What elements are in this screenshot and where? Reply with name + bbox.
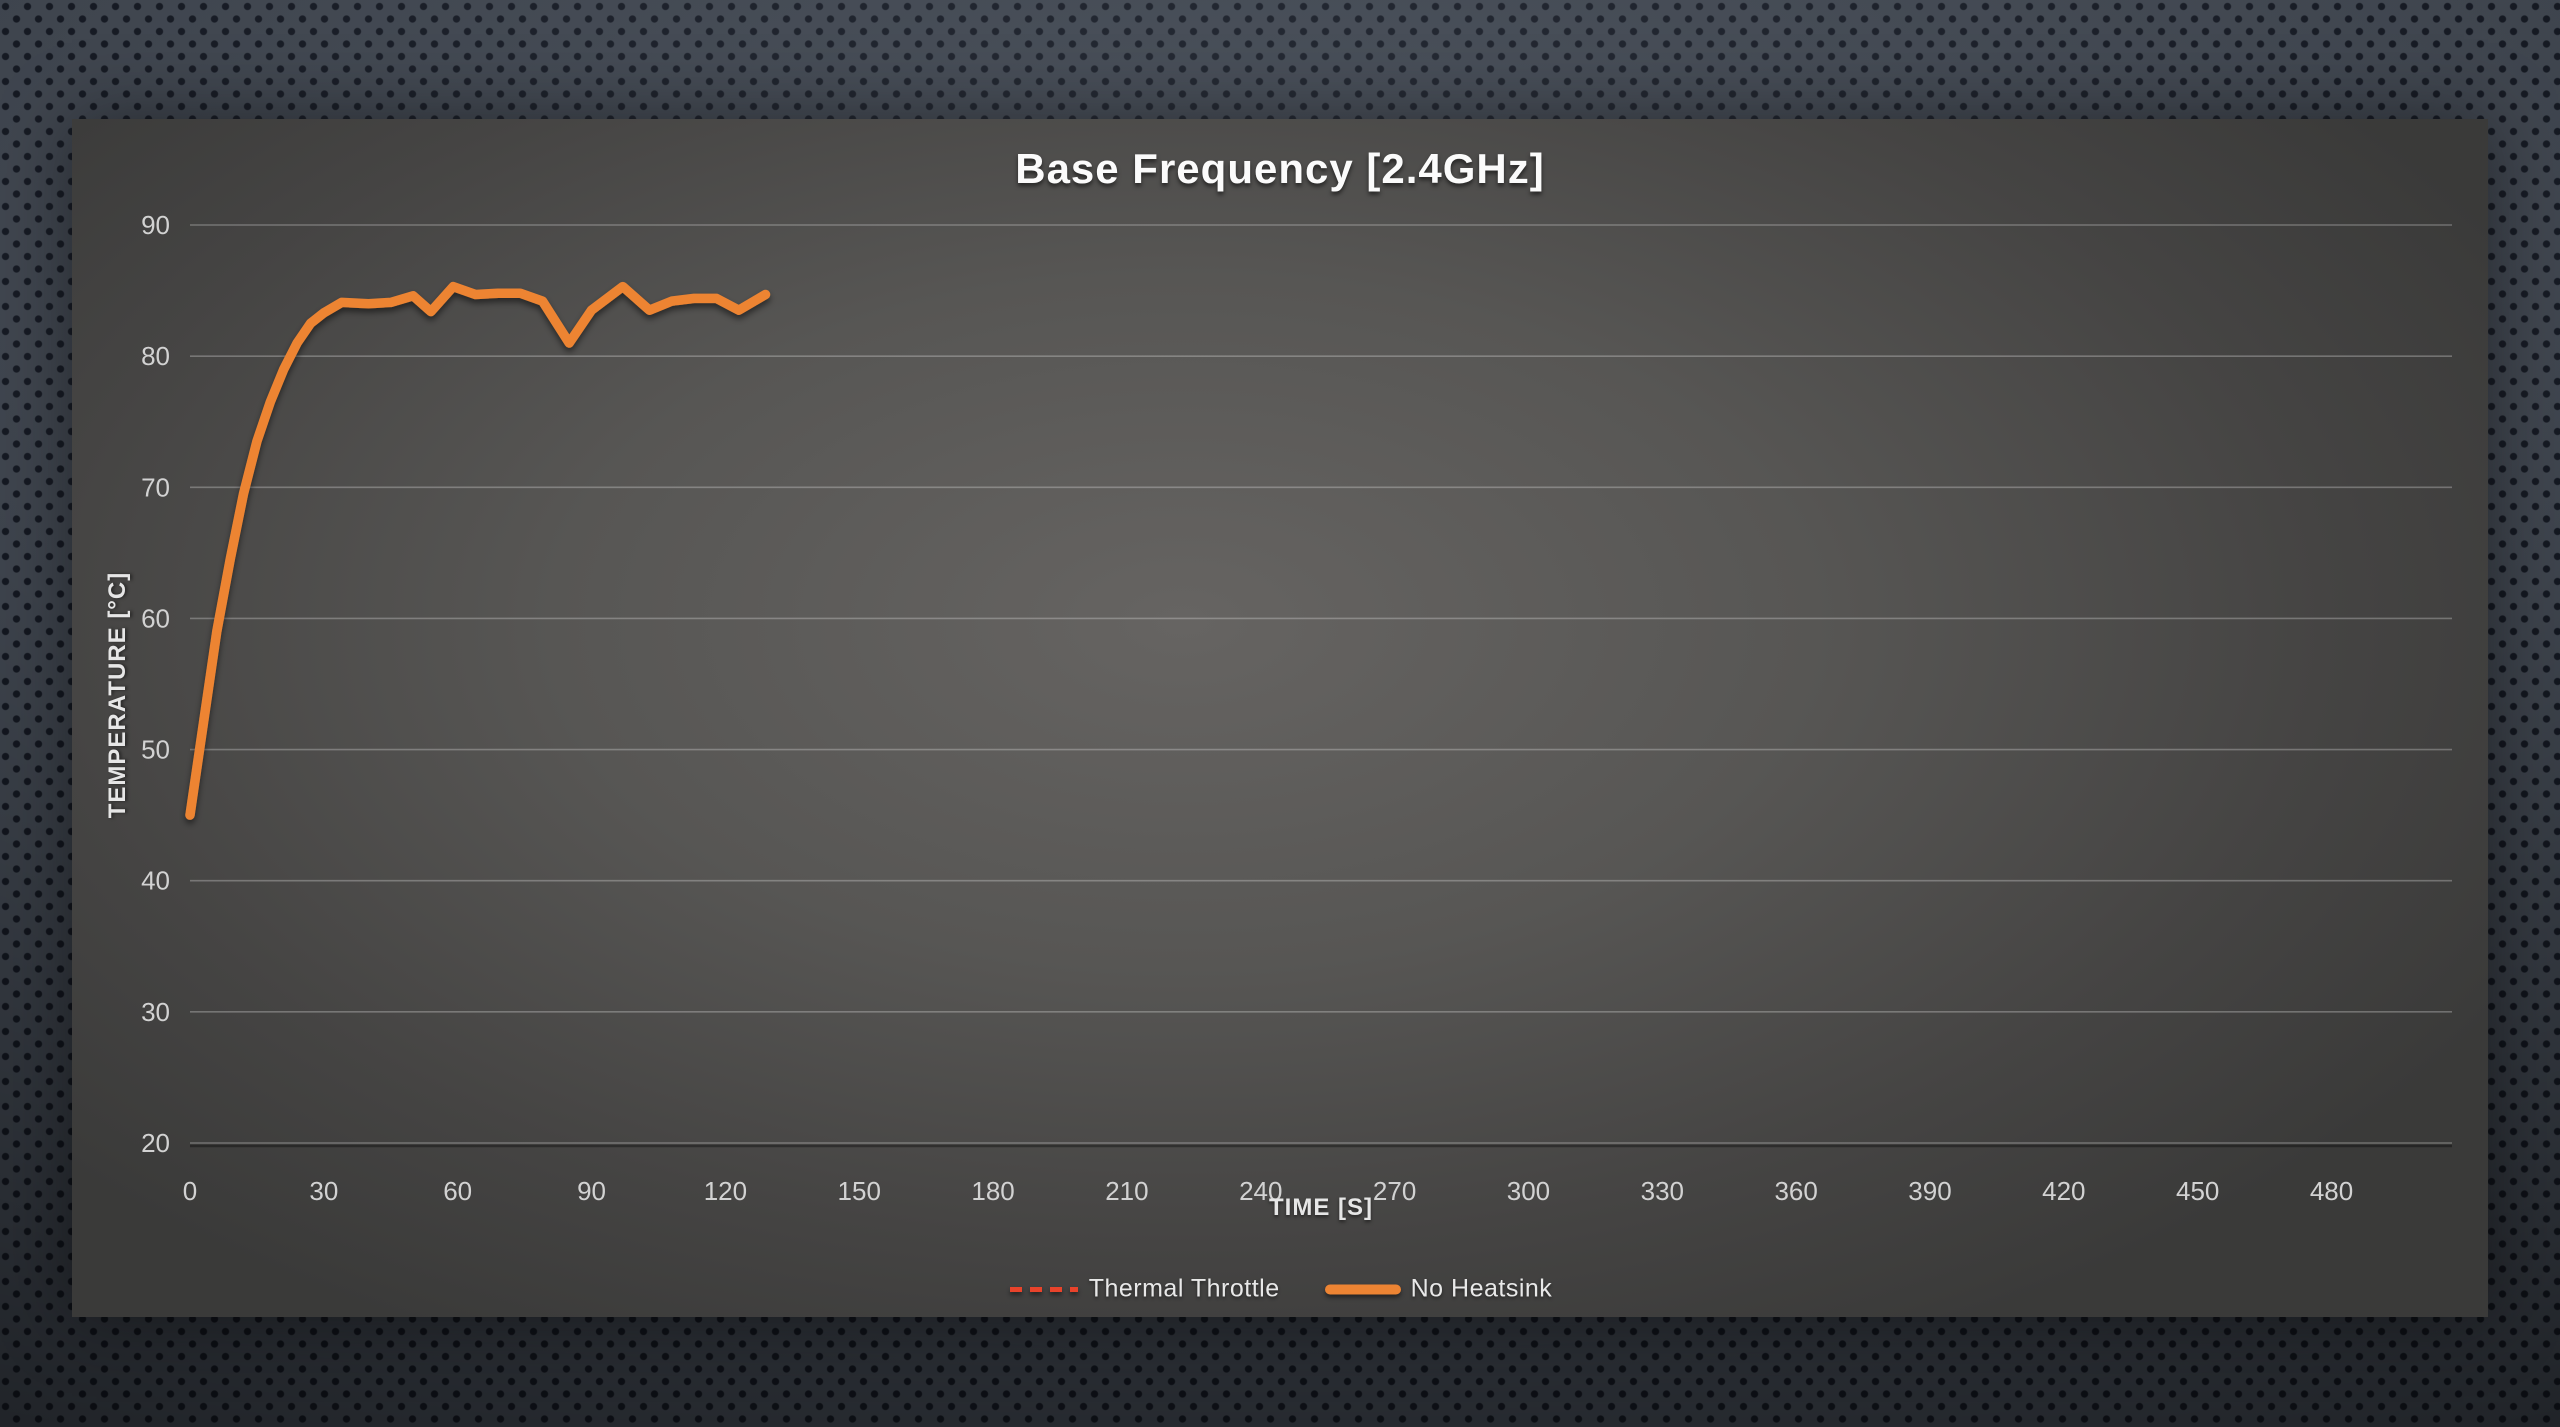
- tick-labels-group: 20 30 40 50 60 70 80 90 0 30 60 90 120 150 180 210 240 27…: [141, 210, 2353, 1206]
- legend-label-no-heatsink: No Heatsink: [1410, 1274, 1553, 1303]
- x-tick-label: 330: [1641, 1176, 1684, 1206]
- y-tick-label: 40: [141, 866, 170, 896]
- x-tick-label: 30: [309, 1176, 338, 1206]
- series-no-heatsink-line: [185, 281, 771, 820]
- x-tick-label: 120: [704, 1176, 747, 1206]
- x-tick-label: 270: [1373, 1176, 1416, 1206]
- chart-legend: Thermal Throttle No Heatsink: [72, 1275, 2488, 1304]
- legend-label-thermal-throttle: Thermal Throttle: [1088, 1274, 1280, 1303]
- y-tick-label: 30: [141, 997, 170, 1027]
- gridlines-group: [190, 224, 2452, 1148]
- y-tick-label: 20: [141, 1128, 170, 1158]
- dashed-line-sample: [1009, 1286, 1078, 1292]
- series-group: [185, 281, 2452, 820]
- solid-line-sample: [1324, 1284, 1401, 1294]
- x-tick-label: 450: [2176, 1176, 2219, 1206]
- y-tick-label: 60: [141, 603, 170, 633]
- y-tick-label: 80: [141, 341, 170, 371]
- x-tick-label: 210: [1105, 1176, 1148, 1206]
- x-tick-label: 480: [2310, 1176, 2353, 1206]
- legend-item-thermal-throttle: Thermal Throttle: [1008, 1275, 1280, 1304]
- x-tick-label: 300: [1507, 1176, 1550, 1206]
- x-tick-label: 420: [2042, 1176, 2085, 1206]
- x-tick-label: 150: [838, 1176, 881, 1206]
- x-tick-label: 60: [443, 1176, 472, 1206]
- x-tick-label: 180: [971, 1176, 1014, 1206]
- legend-item-no-heatsink: No Heatsink: [1324, 1275, 1553, 1304]
- y-tick-label: 90: [141, 210, 170, 240]
- slide-panel: 20 30 40 50 60 70 80 90 0 30 60 90 120 150 180 210 240 27…: [72, 119, 2488, 1317]
- line-chart: 20 30 40 50 60 70 80 90 0 30 60 90 120 150 180 210 240 27…: [141, 210, 2452, 1206]
- x-tick-label: 240: [1239, 1176, 1282, 1206]
- x-axis-title: TIME [S]: [1269, 1194, 1373, 1221]
- y-tick-label: 50: [141, 735, 170, 765]
- chart-title: Base Frequency [2.4GHz]: [1015, 145, 1545, 192]
- x-tick-label: 90: [577, 1176, 606, 1206]
- x-tick-label: 360: [1774, 1176, 1817, 1206]
- x-tick-label: 390: [1908, 1176, 1951, 1206]
- x-tick-label: 0: [183, 1176, 197, 1206]
- y-tick-label: 70: [141, 472, 170, 502]
- y-axis-title: TEMPERATURE [°C]: [104, 571, 131, 819]
